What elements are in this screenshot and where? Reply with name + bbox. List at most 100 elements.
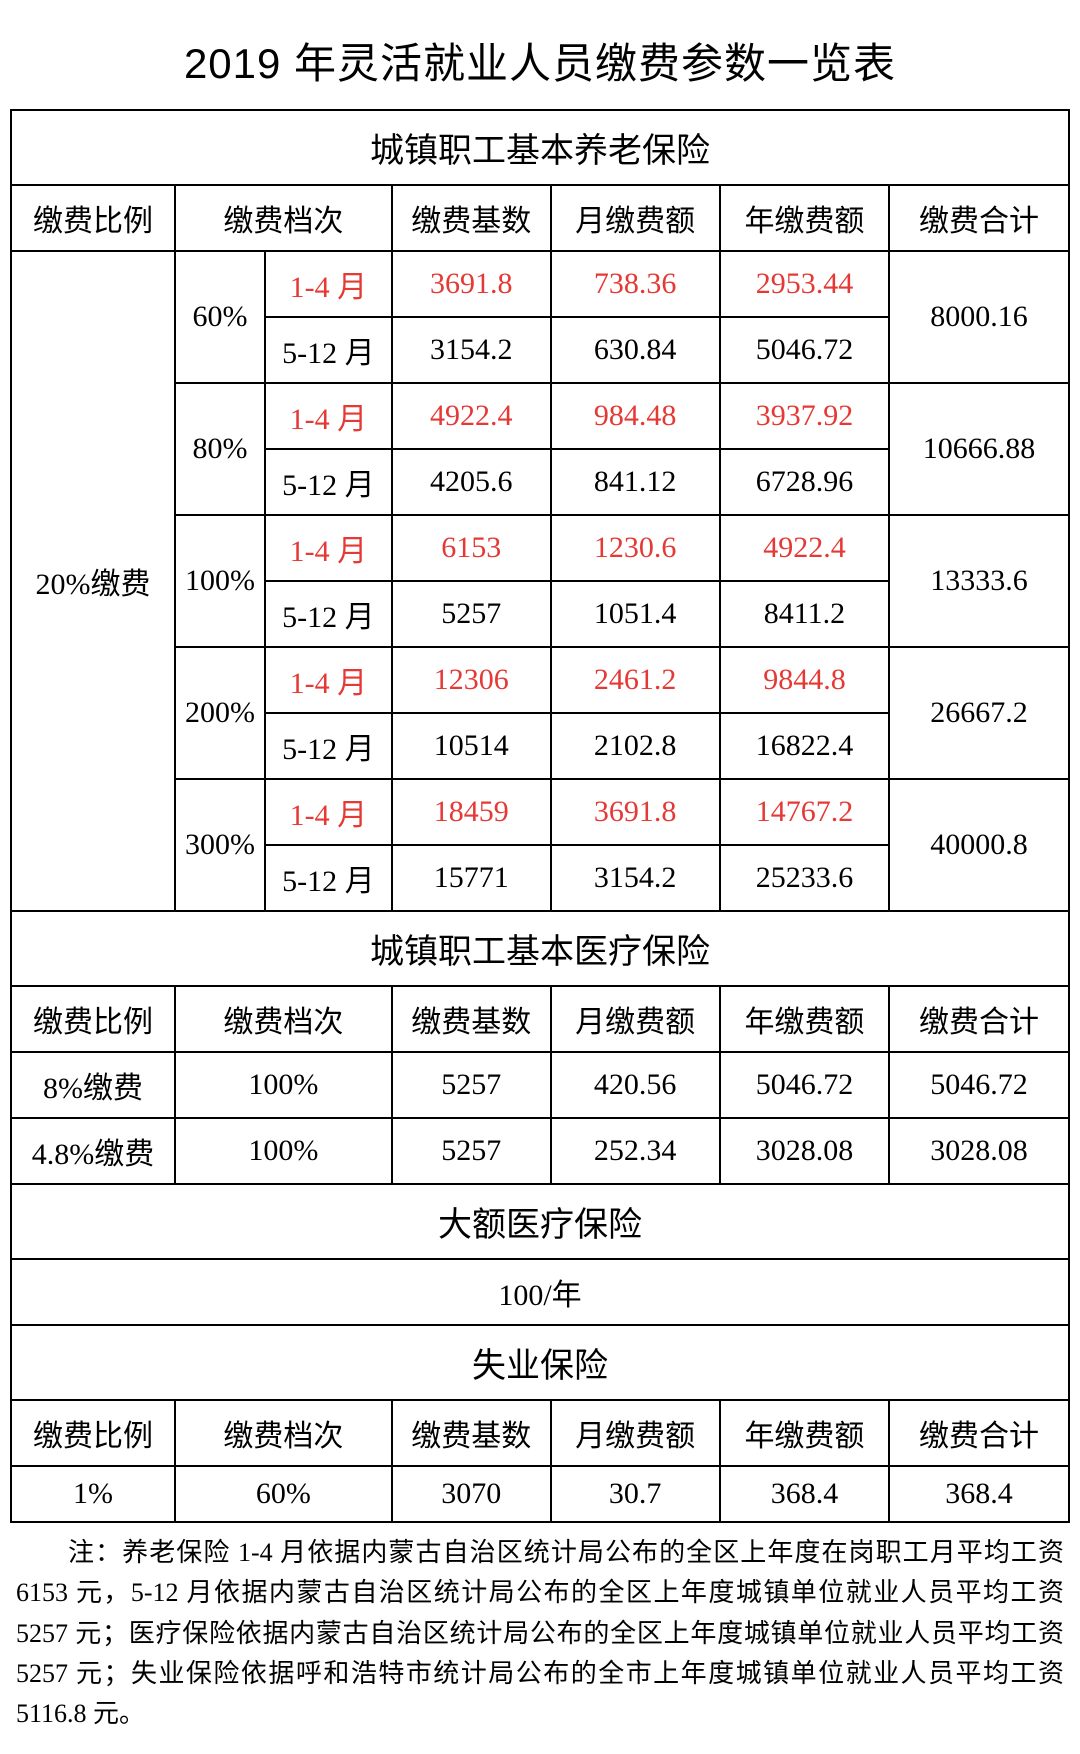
cell: 5-12 月: [265, 449, 392, 515]
footnote-text: 注：养老保险 1-4 月依据内蒙古自治区统计局公布的全区上年度在岗职工月平均工资…: [10, 1533, 1070, 1734]
col-yearly: 年缴费额: [720, 185, 889, 251]
tier-pct: 200%: [175, 647, 265, 779]
table-row: 4.8%缴费 100% 5257 252.34 3028.08 3028.08: [11, 1118, 1069, 1184]
cell: 984.48: [551, 383, 720, 449]
table-row: 8%缴费 100% 5257 420.56 5046.72 5046.72: [11, 1052, 1069, 1118]
col-base: 缴费基数: [392, 986, 551, 1052]
tier-pct: 300%: [175, 779, 265, 911]
cell: 25233.6: [720, 845, 889, 911]
cell: 2461.2: [551, 647, 720, 713]
cell: 6153: [392, 515, 551, 581]
cell: 16822.4: [720, 713, 889, 779]
col-ratio: 缴费比例: [11, 1400, 175, 1466]
cell: 4922.4: [392, 383, 551, 449]
col-ratio: 缴费比例: [11, 986, 175, 1052]
col-monthly: 月缴费额: [551, 185, 720, 251]
cell: 60%: [175, 1466, 392, 1522]
cell: 14767.2: [720, 779, 889, 845]
cell: 8411.2: [720, 581, 889, 647]
cell: 420.56: [551, 1052, 720, 1118]
cell: 9844.8: [720, 647, 889, 713]
col-base: 缴费基数: [392, 185, 551, 251]
cell: 5046.72: [720, 1052, 889, 1118]
total-cell: 8000.16: [889, 251, 1069, 383]
cell: 1%: [11, 1466, 175, 1522]
cell: 630.84: [551, 317, 720, 383]
cell: 1051.4: [551, 581, 720, 647]
column-header-row: 缴费比例 缴费档次 缴费基数 月缴费额 年缴费额 缴费合计: [11, 986, 1069, 1052]
page-title: 2019 年灵活就业人员缴费参数一览表: [10, 30, 1070, 91]
col-monthly: 月缴费额: [551, 986, 720, 1052]
cell: 5-12 月: [265, 845, 392, 911]
cell: 5-12 月: [265, 317, 392, 383]
col-tier: 缴费档次: [175, 1400, 392, 1466]
tier-pct: 100%: [175, 515, 265, 647]
contribution-table: 城镇职工基本养老保险 缴费比例 缴费档次 缴费基数 月缴费额 年缴费额 缴费合计…: [10, 109, 1070, 1523]
ratio-cell: 20%缴费: [11, 251, 175, 911]
cell: 3691.8: [392, 251, 551, 317]
cell: 1230.6: [551, 515, 720, 581]
cell: 5257: [392, 581, 551, 647]
col-total: 缴费合计: [889, 986, 1069, 1052]
cell: 3154.2: [551, 845, 720, 911]
table-row: 20%缴费 60% 1-4 月 3691.8 738.36 2953.44 80…: [11, 251, 1069, 317]
cell: 3028.08: [720, 1118, 889, 1184]
cell: 5-12 月: [265, 713, 392, 779]
col-base: 缴费基数: [392, 1400, 551, 1466]
section2-header: 城镇职工基本医疗保险: [11, 911, 1069, 986]
tier-pct: 60%: [175, 251, 265, 383]
cell: 1-4 月: [265, 515, 392, 581]
total-cell: 40000.8: [889, 779, 1069, 911]
total-cell: 13333.6: [889, 515, 1069, 647]
cell: 1-4 月: [265, 779, 392, 845]
cell: 368.4: [720, 1466, 889, 1522]
cell: 3154.2: [392, 317, 551, 383]
cell: 3028.08: [889, 1118, 1069, 1184]
cell: 6728.96: [720, 449, 889, 515]
cell: 252.34: [551, 1118, 720, 1184]
cell: 10514: [392, 713, 551, 779]
tier-pct: 80%: [175, 383, 265, 515]
cell: 100%: [175, 1118, 392, 1184]
total-cell: 10666.88: [889, 383, 1069, 515]
cell: 15771: [392, 845, 551, 911]
cell: 5046.72: [720, 317, 889, 383]
cell: 3691.8: [551, 779, 720, 845]
column-header-row: 缴费比例 缴费档次 缴费基数 月缴费额 年缴费额 缴费合计: [11, 185, 1069, 251]
cell: 2953.44: [720, 251, 889, 317]
section3-value: 100/年: [11, 1259, 1069, 1325]
cell: 4.8%缴费: [11, 1118, 175, 1184]
col-yearly: 年缴费额: [720, 1400, 889, 1466]
cell: 368.4: [889, 1466, 1069, 1522]
cell: 30.7: [551, 1466, 720, 1522]
cell: 1-4 月: [265, 383, 392, 449]
col-ratio: 缴费比例: [11, 185, 175, 251]
cell: 8%缴费: [11, 1052, 175, 1118]
cell: 1-4 月: [265, 251, 392, 317]
cell: 5257: [392, 1052, 551, 1118]
cell: 5046.72: [889, 1052, 1069, 1118]
table-row: 1% 60% 3070 30.7 368.4 368.4: [11, 1466, 1069, 1522]
cell: 1-4 月: [265, 647, 392, 713]
cell: 100%: [175, 1052, 392, 1118]
col-total: 缴费合计: [889, 185, 1069, 251]
cell: 841.12: [551, 449, 720, 515]
cell: 5257: [392, 1118, 551, 1184]
cell: 4205.6: [392, 449, 551, 515]
section1-header: 城镇职工基本养老保险: [11, 110, 1069, 185]
col-tier: 缴费档次: [175, 185, 392, 251]
section4-header: 失业保险: [11, 1325, 1069, 1400]
column-header-row: 缴费比例 缴费档次 缴费基数 月缴费额 年缴费额 缴费合计: [11, 1400, 1069, 1466]
section3-header: 大额医疗保险: [11, 1184, 1069, 1259]
cell: 12306: [392, 647, 551, 713]
col-tier: 缴费档次: [175, 986, 392, 1052]
cell: 2102.8: [551, 713, 720, 779]
cell: 738.36: [551, 251, 720, 317]
col-monthly: 月缴费额: [551, 1400, 720, 1466]
cell: 4922.4: [720, 515, 889, 581]
cell: 3937.92: [720, 383, 889, 449]
col-yearly: 年缴费额: [720, 986, 889, 1052]
cell: 3070: [392, 1466, 551, 1522]
total-cell: 26667.2: [889, 647, 1069, 779]
cell: 18459: [392, 779, 551, 845]
